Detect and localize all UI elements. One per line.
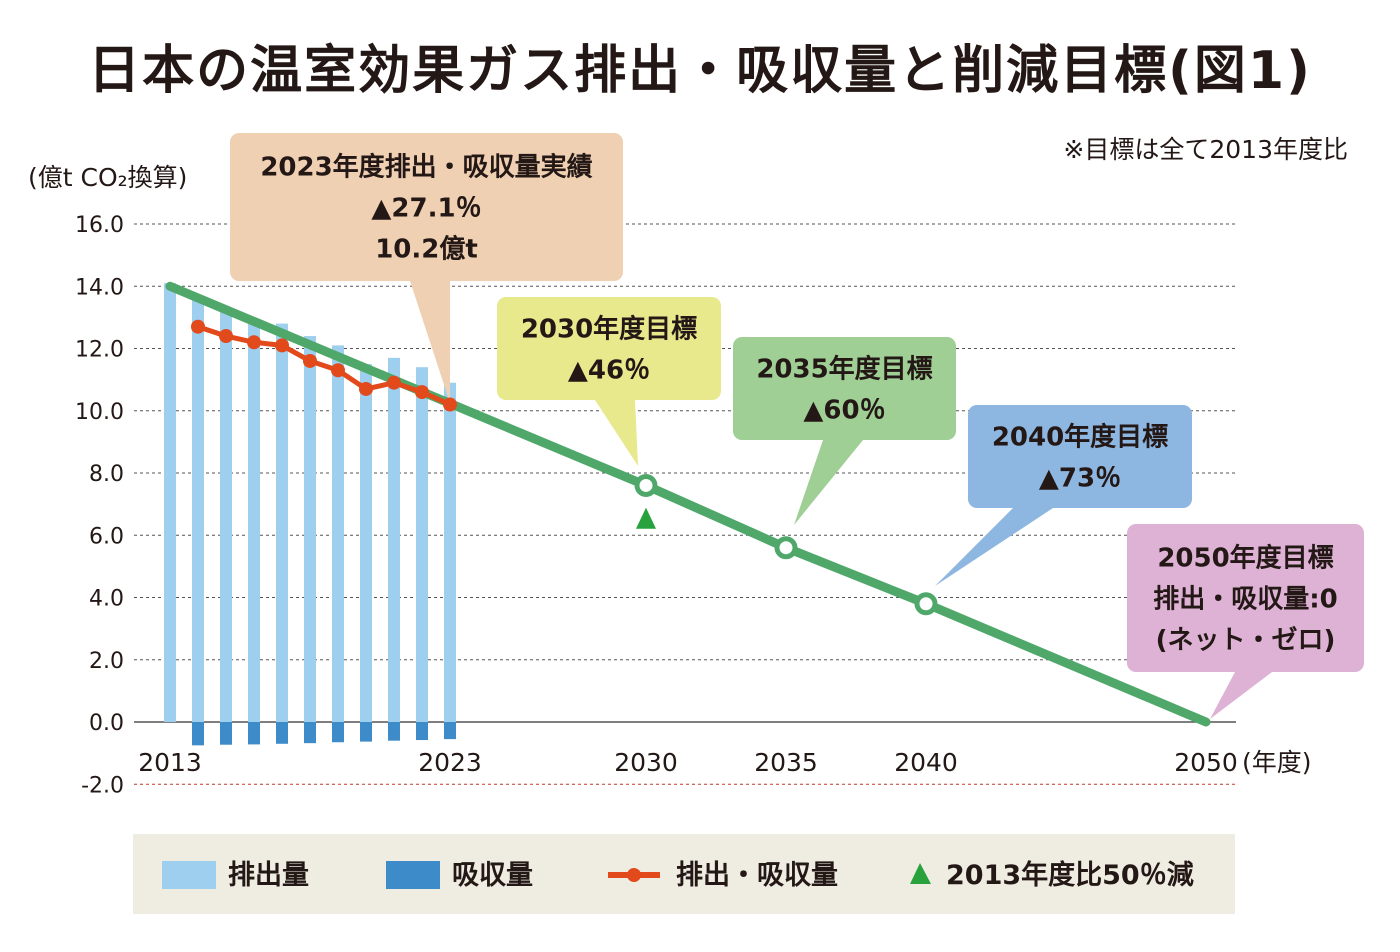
net-emission-point [387,375,401,390]
x-tick-label: 2023 [418,748,482,777]
y-tick-label: 16.0 [75,213,124,238]
legend-emission-label: 排出量 [228,860,309,891]
absorption-bar [192,722,204,746]
legend-emission-swatch [162,861,216,889]
emission-bar [192,298,204,722]
x-tick-label: 2035 [754,748,818,777]
net-emission-point [303,353,317,368]
legend-net-dot [627,868,641,882]
x-tick-label: 2013 [138,748,202,777]
reduction-50-triangle [636,507,656,529]
chart-title: 日本の温室効果ガス排出・吸収量と削減目標(図1) [88,41,1312,101]
net-emission-point [275,338,289,353]
callout-box [1127,524,1364,672]
y-axis-ticks: 16.0 14.0 12.0 10.0 8.0 6.0 4.0 2.0 0.0 -2.0 [75,213,124,798]
emission-bar [332,345,344,722]
x-axis-ticks: 2013 2023 2030 2035 2040 2050 [138,748,1238,777]
callout-text: ▲46％ [568,356,650,386]
x-axis-unit-label: (年度) [1242,748,1312,777]
y-tick-label: 2.0 [89,649,124,674]
emission-bar [304,336,316,722]
legend-background [133,834,1235,914]
emission-bar [276,323,288,722]
bars [164,283,456,746]
y-tick-label: 4.0 [89,587,124,612]
target-marker [914,592,938,616]
callout-text: (ネット・ゼロ) [1156,626,1336,656]
net-emission-point [443,397,457,412]
net-emission-point [247,335,261,350]
callout-box [733,337,956,440]
emission-bar [388,357,400,722]
target-note: ※目標は全て2013年度比 [1063,135,1348,164]
callout-text: ▲73％ [1039,464,1121,494]
callout-text: 2035年度目標 [756,354,932,385]
callout-text: 排出・吸収量:0 [1153,585,1338,615]
callout-text: 2023年度排出・吸収量実績 [260,152,592,183]
absorption-bar [444,722,456,740]
absorption-bar [388,722,400,741]
y-tick-label: 12.0 [75,338,124,363]
callout-2035: 2035年度目標 ▲60％ [733,337,956,525]
legend-triangle-icon [910,863,931,884]
callout-box [968,405,1192,508]
series-lines [165,281,1211,727]
legend-absorption-swatch [386,861,440,889]
callout-tail [595,400,638,466]
absorption-bar [248,722,260,745]
net-emission-line [197,324,452,407]
callout-2040: 2040年度目標 ▲73％ [935,405,1192,586]
net-emission-point [219,329,233,344]
absorption-bar [360,722,372,742]
callout-text: 2050年度目標 [1157,543,1333,574]
emission-bar [248,320,260,722]
y-tick-label: 10.0 [75,400,124,425]
legend: 排出量 吸収量 排出・吸収量 2013年度比50％減 [133,834,1235,914]
y-tick-label: -2.0 [81,773,124,798]
net-emission-point [331,363,345,378]
callout-tail [935,508,1053,586]
callout-text: 10.2億t [375,235,478,265]
absorption-bar [220,722,232,745]
x-tick-label: 2040 [894,748,958,777]
callout-tail [794,440,863,525]
y-tick-label: 0.0 [89,711,124,736]
absorption-bar [304,722,316,744]
net-emission-point [191,319,205,334]
callout-2030: 2030年度目標 ▲46％ [497,297,721,466]
absorption-bar [276,722,288,744]
legend-triangle-label: 2013年度比50％減 [946,859,1194,891]
emission-bar [164,283,176,722]
y-tick-label: 6.0 [89,524,124,549]
callout-tail [1210,672,1272,719]
net-emission-point [359,381,373,396]
callout-2023: 2023年度排出・吸収量実績 ▲27.1％ 10.2億t [230,133,623,403]
target-marker [634,473,658,497]
callout-tail [410,281,450,403]
callout-text: ▲27.1％ [371,194,481,224]
legend-net-label: 排出・吸収量 [676,860,838,891]
callout-box [497,297,721,400]
target-marker [774,536,798,560]
callout-text: 2040年度目標 [992,422,1168,453]
emission-bar [416,367,428,722]
emission-bar [360,364,372,722]
y-tick-label: 8.0 [89,462,124,487]
absorption-bar [416,722,428,741]
x-tick-label: 2030 [614,748,678,777]
y-axis-unit-label: (億t CO₂換算) [28,163,187,192]
callout-text: ▲60％ [803,396,885,426]
emission-bar [220,311,232,722]
callout-box [230,133,623,281]
net-emission-point [415,385,429,400]
callout-text: 2030年度目標 [521,314,697,345]
y-tick-label: 14.0 [75,275,124,300]
legend-absorption-label: 吸収量 [452,860,533,891]
emission-bar [444,382,456,722]
x-tick-label: 2050 [1174,748,1238,777]
absorption-bar [332,722,344,743]
